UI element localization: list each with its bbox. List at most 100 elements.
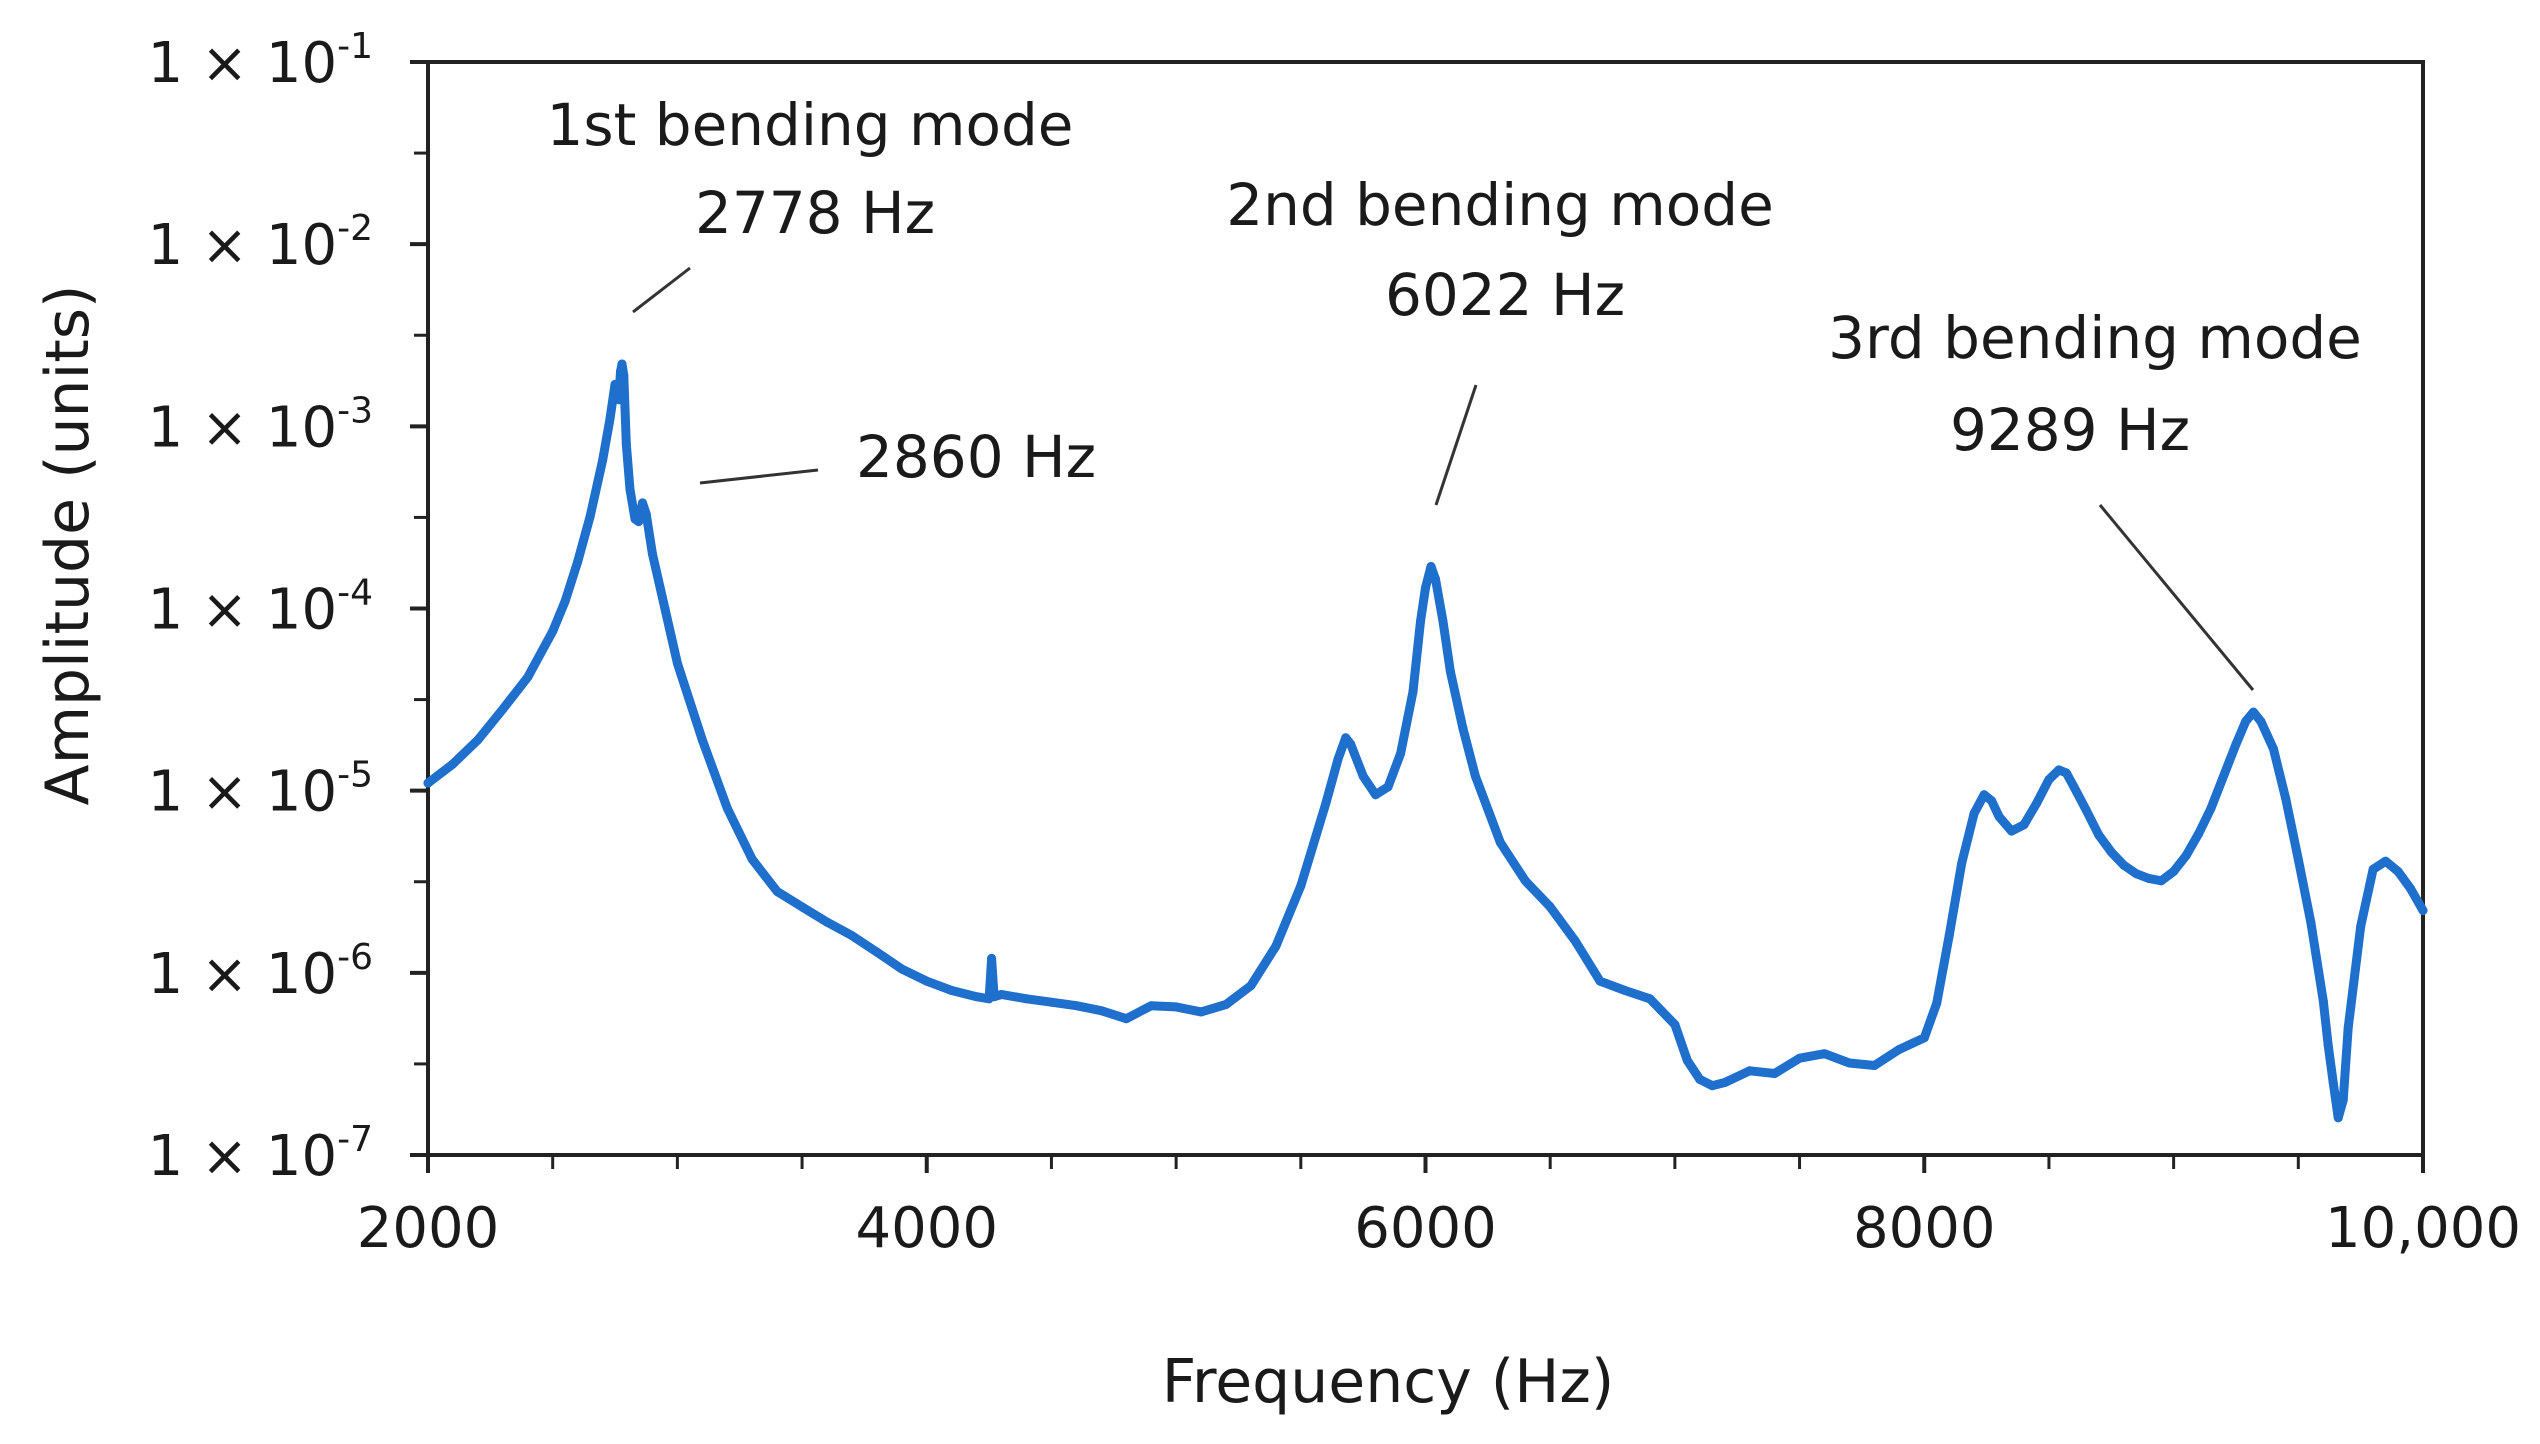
amplitude-data-point [2094, 830, 2104, 840]
x-tick-label: 4000 [855, 1196, 998, 1261]
annotation-first-bending-mode-line1: 1st bending mode [547, 91, 1074, 159]
amplitude-data-point [2206, 803, 2216, 813]
annotation-third-bending-mode-line1: 3rd bending mode [1828, 304, 2362, 372]
amplitude-data-point [1246, 981, 1256, 991]
x-tick-label: 2000 [357, 1196, 500, 1261]
annotation-third-bending-mode-line2: 9289 Hz [1950, 396, 2190, 464]
amplitude-data-point [1421, 583, 1430, 593]
amplitude-data-point [498, 704, 508, 714]
amplitude-data-point [672, 658, 682, 668]
amplitude-data-point [614, 395, 624, 405]
amplitude-data-point [610, 379, 620, 389]
amplitude-data-point [1969, 808, 1979, 818]
amplitude-data-point [1458, 723, 1468, 733]
x-axis-ticks [426, 1155, 2425, 1173]
amplitude-series-line [423, 359, 2428, 1123]
x-axis-tick-labels: 2000 4000 6000 8000 10,000 [357, 1196, 2521, 1261]
amplitude-data-point [989, 992, 999, 1002]
amplitude-data-point [2194, 829, 2204, 839]
amplitude-data-point [560, 596, 570, 606]
amplitude-data-point [1396, 749, 1406, 758]
annotation-second-bending-mode-leader [1434, 384, 1478, 506]
amplitude-data-point [1221, 1000, 1231, 1009]
amplitude-data-point [1820, 1049, 1829, 1059]
amplitude-data-point [1346, 739, 1356, 749]
amplitude-data-point [1979, 790, 1989, 800]
amplitude-data-point [2032, 799, 2041, 808]
data-series-layer [423, 359, 2428, 1123]
amplitude-data-point [1438, 616, 1448, 626]
amplitude-data-point [772, 886, 782, 896]
amplitude-data-point [1358, 771, 1368, 781]
amplitude-data-point [1445, 667, 1455, 677]
amplitude-data-point [2044, 775, 2054, 785]
amplitude-data-point [1121, 1014, 1131, 1024]
annotation-2860-hz-leader [699, 468, 819, 485]
y-axis-minor-ticks [414, 151, 428, 1066]
amplitude-data-point [641, 509, 651, 519]
amplitude-data-point [2156, 876, 2166, 886]
amplitude-data-point [1296, 881, 1306, 891]
amplitude-data-point [1695, 1074, 1705, 1084]
amplitude-data-point [1720, 1078, 1730, 1087]
amplitude-data-point [605, 414, 615, 424]
amplitude-data-point [2219, 771, 2228, 781]
amplitude-data-point [2393, 867, 2403, 876]
amplitude-data-point [797, 902, 807, 912]
x-axis-title: Frequency (Hz) [1162, 1347, 1614, 1417]
y-tick-label: 1 × 10-6 [148, 937, 373, 1007]
annotation-first-bending-mode-line2: 2778 Hz [695, 179, 935, 247]
amplitude-data-point [1022, 994, 1031, 1004]
amplitude-data-point [1595, 976, 1605, 986]
amplitude-data-point [2231, 739, 2241, 749]
amplitude-data-point [1071, 1001, 1081, 1011]
amplitude-data-point [523, 672, 533, 682]
amplitude-data-point [2306, 917, 2316, 927]
x-tick-label: 10,000 [2325, 1196, 2521, 1261]
amplitude-data-point [972, 992, 982, 1002]
amplitude-data-point [1341, 733, 1351, 743]
amplitude-data-point [598, 455, 608, 465]
amplitude-data-point [2281, 794, 2291, 804]
y-tick-label: 1 × 10-4 [148, 573, 373, 643]
amplitude-data-point [2061, 768, 2071, 778]
x-tick-label: 6000 [1354, 1196, 1497, 1261]
amplitude-data-point [1431, 574, 1440, 584]
amplitude-data-point [1321, 799, 1331, 808]
amplitude-data-point [585, 512, 595, 521]
amplitude-data-point [1333, 754, 1343, 764]
amplitude-data-point [1046, 997, 1056, 1007]
amplitude-data-point [2381, 856, 2391, 866]
amplitude-data-point [1495, 837, 1505, 847]
amplitude-data-point [2268, 744, 2278, 754]
amplitude-data-point [548, 626, 558, 636]
amplitude-data-point [2069, 782, 2079, 792]
amplitude-data-point [2256, 716, 2266, 726]
amplitude-data-point [1869, 1061, 1879, 1070]
amplitude-data-point [1844, 1058, 1854, 1068]
amplitude-data-point [2007, 826, 2016, 836]
amplitude-data-point [660, 604, 670, 613]
amplitude-data-point [1171, 1002, 1181, 1012]
amplitude-data-point [1096, 1006, 1106, 1016]
amplitude-data-point [2054, 765, 2064, 775]
amplitude-data-point [1894, 1044, 1904, 1054]
annotation-first-bending-mode-leader [632, 266, 691, 314]
amplitude-data-point [638, 498, 647, 508]
amplitude-data-point [2368, 864, 2378, 874]
amplitude-data-point [625, 485, 635, 494]
amplitude-data-point [423, 778, 433, 788]
y-axis-ticks [410, 60, 428, 1157]
amplitude-data-point [2318, 996, 2328, 1006]
amplitude-data-point [1408, 687, 1418, 697]
x-tick-label: 8000 [1853, 1196, 1996, 1261]
amplitude-data-point [617, 359, 627, 369]
y-axis-title: Amplitude (units) [33, 285, 103, 806]
amplitude-data-point [1994, 812, 2004, 822]
amplitude-data-point [722, 803, 732, 813]
amplitude-data-point [448, 759, 458, 769]
amplitude-data-point [2131, 869, 2141, 879]
amplitude-data-point [2241, 716, 2251, 726]
amplitude-data-point [872, 947, 882, 957]
amplitude-data-point [1645, 994, 1655, 1004]
